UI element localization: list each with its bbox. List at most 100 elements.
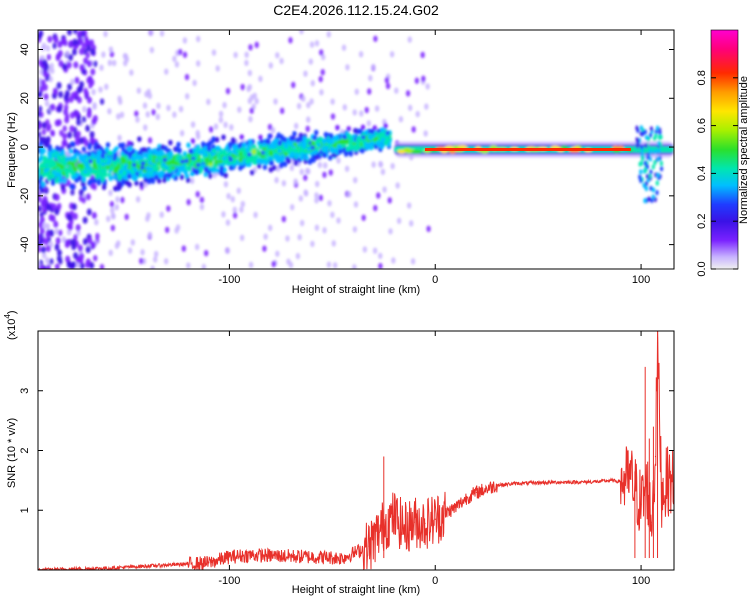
spectrogram-noise-cell bbox=[347, 191, 352, 198]
spectrogram-noise-cell bbox=[352, 109, 357, 116]
spectrogram-noise-cell bbox=[45, 223, 51, 230]
snr-series-line bbox=[38, 331, 674, 570]
spectrogram-hot-cell bbox=[190, 159, 196, 164]
snr-point bbox=[249, 554, 251, 556]
spectrogram-cell bbox=[96, 166, 102, 173]
spectrogram-noise-cell bbox=[61, 236, 66, 243]
spectrogram-cell bbox=[345, 145, 351, 152]
spectrogram-cell bbox=[311, 157, 316, 163]
snr-y-tick-label: 3 bbox=[19, 388, 31, 394]
spectrogram-noise-cell bbox=[50, 103, 56, 111]
spectrogram-noise-cell bbox=[179, 130, 185, 137]
spectrogram-cell bbox=[336, 143, 342, 150]
snr-point bbox=[208, 562, 210, 564]
spectrogram-noise-cell bbox=[305, 125, 310, 133]
spectrogram-noise-cell bbox=[330, 211, 335, 219]
spectrogram-noise-cell bbox=[177, 48, 183, 56]
spectrogram-hot-cell bbox=[250, 158, 255, 163]
spectrogram-hot-cell bbox=[139, 155, 145, 160]
spectrogram-cell bbox=[97, 149, 102, 156]
spectrogram-noise-cell bbox=[73, 30, 78, 35]
spectrogram-noise-cell bbox=[376, 192, 381, 199]
spectrogram-cell bbox=[143, 152, 148, 158]
spectrogram-noise-cell bbox=[155, 113, 160, 121]
spectrogram-noise-cell bbox=[322, 227, 327, 234]
disturbance-cell bbox=[659, 160, 663, 166]
snr-plot-area bbox=[38, 331, 674, 570]
spectrogram-noise-cell bbox=[122, 52, 128, 60]
spectrogram-cell bbox=[203, 145, 208, 152]
spectrogram-noise-cell bbox=[147, 137, 153, 144]
spectrogram-noise-cell bbox=[149, 46, 155, 54]
disturbance-cell bbox=[640, 144, 644, 150]
disturbance-cell bbox=[649, 126, 654, 132]
spectrogram-cell bbox=[41, 171, 47, 178]
spectrogram-hot-cell bbox=[329, 140, 335, 145]
spectrogram-noise-cell bbox=[159, 30, 165, 37]
spectrogram-noise-cell bbox=[91, 118, 97, 126]
spectrogram-cell bbox=[183, 169, 188, 176]
spectrogram-noise-cell bbox=[297, 234, 302, 241]
spectrogram-cell bbox=[104, 147, 110, 153]
spectrogram-noise-cell bbox=[425, 83, 430, 90]
spectrogram-noise-cell bbox=[147, 92, 153, 100]
spectrogram-noise-cell bbox=[62, 139, 68, 147]
spectrogram-hot-cell bbox=[134, 155, 139, 160]
spectrogram-hot-cell bbox=[239, 147, 245, 152]
spectrogram-noise-cell bbox=[84, 90, 90, 98]
spectrogram-noise-cell bbox=[68, 95, 74, 103]
spectrogram-noise-cell bbox=[367, 88, 372, 95]
spectrogram-cell bbox=[38, 157, 41, 164]
disturbance-cell bbox=[649, 149, 653, 155]
colorbar-tick-label: 0.0 bbox=[696, 261, 708, 276]
spectrogram-noise-cell bbox=[53, 220, 59, 228]
spectrogram-y-tick-label: 0 bbox=[19, 144, 31, 150]
spectrogram-noise-cell bbox=[39, 68, 44, 76]
spectrogram-noise-cell bbox=[310, 80, 315, 87]
snr-point bbox=[393, 515, 395, 517]
colorbar-tick-label: 0.8 bbox=[696, 70, 708, 85]
spectrogram-cell bbox=[282, 161, 288, 168]
spectrogram-noise-cell bbox=[248, 44, 253, 51]
spectrogram-cell bbox=[273, 138, 279, 144]
spectrogram-cell bbox=[105, 142, 111, 148]
spectrogram-cell bbox=[176, 141, 181, 148]
spectrogram-noise-cell bbox=[50, 129, 55, 137]
spectrogram-hot-cell bbox=[310, 145, 315, 150]
spectrogram-noise-cell bbox=[263, 233, 268, 240]
spectrogram-noise-cell bbox=[83, 57, 89, 65]
spectrogram-hot-cell bbox=[210, 152, 216, 157]
spectrogram-cell bbox=[299, 154, 305, 161]
spectrogram-noise-cell bbox=[380, 168, 386, 176]
spectrogram-cell bbox=[116, 182, 121, 189]
spectrogram-noise-cell bbox=[248, 261, 254, 269]
spectrogram-hot-cell bbox=[173, 161, 178, 166]
snr-exponent-label: (x104) bbox=[3, 310, 18, 340]
spectrogram-y-tick-label: -20 bbox=[19, 188, 31, 204]
spectrogram-noise-cell bbox=[328, 169, 333, 176]
spectrogram-noise-cell bbox=[222, 101, 227, 109]
snr-point bbox=[414, 521, 416, 523]
spectrogram-noise-cell bbox=[182, 37, 188, 44]
spectrogram-noise-cell bbox=[153, 250, 159, 258]
spectrogram-hot-cell bbox=[96, 159, 101, 164]
spectrogram-cell bbox=[207, 141, 212, 147]
spectrogram-noise-cell bbox=[54, 263, 60, 269]
spectrogram-noise-cell bbox=[225, 87, 231, 95]
spectrogram-cell bbox=[206, 146, 212, 152]
spectrogram-noise-cell bbox=[299, 168, 304, 176]
snr-point bbox=[609, 479, 611, 481]
spectrogram-noise-cell bbox=[371, 63, 376, 71]
spectrogram-noise-cell bbox=[110, 212, 116, 220]
spectrogram-hot-cell bbox=[289, 154, 294, 159]
spectrogram-noise-cell bbox=[64, 90, 70, 98]
disturbance-cell bbox=[649, 185, 653, 191]
spectrogram-noise-cell bbox=[58, 229, 63, 237]
spectrogram-noise-cell bbox=[172, 111, 177, 118]
spectrogram-noise-cell bbox=[44, 100, 50, 107]
spectrogram-hot-cell bbox=[373, 136, 379, 141]
spectrogram-noise-cell bbox=[85, 246, 91, 254]
disturbance-cell bbox=[642, 182, 646, 188]
spectrogram-noise-cell bbox=[306, 101, 311, 109]
spectrogram-noise-cell bbox=[201, 263, 207, 269]
